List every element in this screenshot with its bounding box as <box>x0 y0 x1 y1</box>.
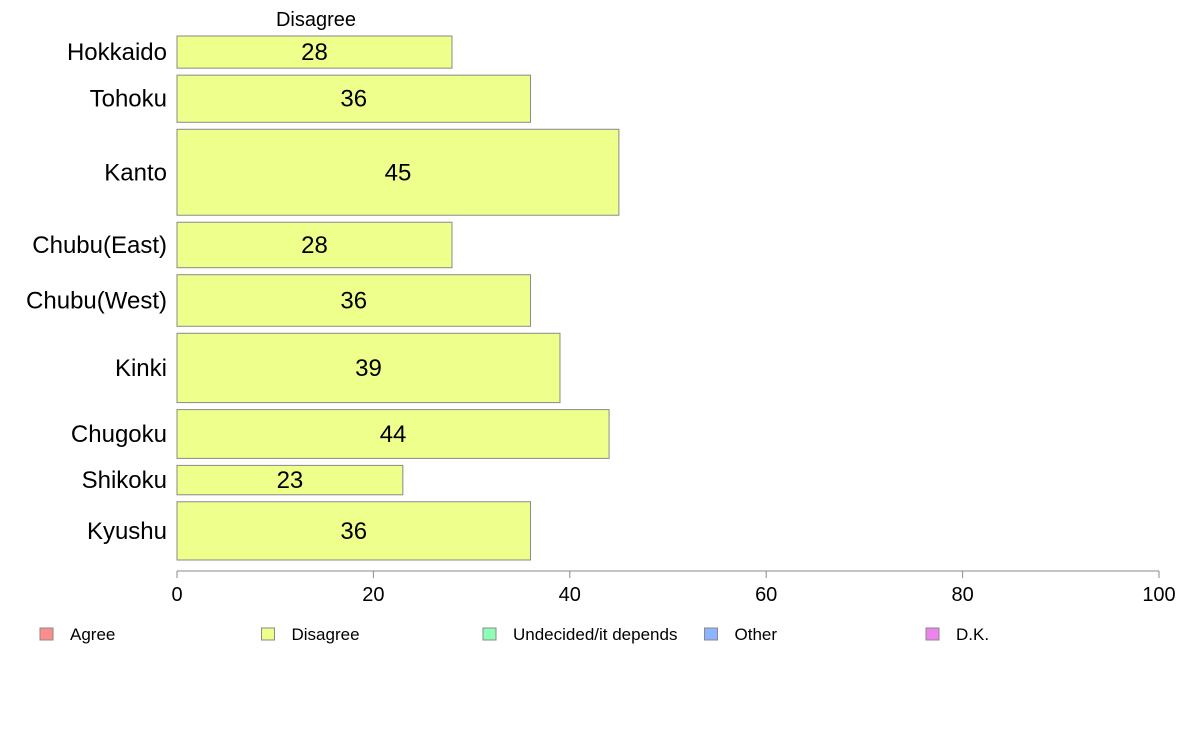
x-tick-label: 80 <box>951 584 973 606</box>
bar <box>176 274 532 327</box>
category-label: Chugoku <box>71 421 167 448</box>
bar-value-label: 36 <box>340 86 367 113</box>
x-tick-label: 20 <box>362 584 384 606</box>
bar <box>176 221 453 269</box>
chart-title: Disagree <box>276 9 356 31</box>
legend-swatch <box>925 627 940 641</box>
x-axis: 0 20 40 60 80 100 <box>171 570 1176 606</box>
legend-swatch <box>704 627 718 641</box>
bars-group: 28 Hokkaido 36 Tohoku 45 Kanto 28 Chubu(East) 36… <box>26 35 620 561</box>
category-label: Shikoku <box>82 467 167 494</box>
x-tick-label: 60 <box>755 584 777 606</box>
bar <box>176 35 453 69</box>
category-label: Tohoku <box>90 86 167 113</box>
bar-value-label: 36 <box>340 518 367 545</box>
legend-swatch <box>39 627 54 641</box>
bar-value-label: 36 <box>340 288 367 315</box>
legend: Agree Disagree Undecided/it depends Other D.… <box>39 625 989 644</box>
legend-label: Disagree <box>292 625 360 644</box>
category-label: Kinki <box>115 355 167 382</box>
bar-value-label: 28 <box>301 232 328 259</box>
bar-value-label: 44 <box>380 421 407 448</box>
legend-swatch <box>482 627 497 641</box>
category-label: Kyushu <box>87 518 167 545</box>
x-tick-label: 0 <box>171 584 182 606</box>
bar <box>176 464 404 496</box>
x-tick-label: 100 <box>1142 584 1175 606</box>
bar <box>176 128 620 216</box>
bar <box>176 74 532 123</box>
legend-label: Agree <box>70 625 115 644</box>
bar <box>176 409 610 459</box>
bar-value-label: 45 <box>385 159 412 186</box>
legend-label: Undecided/it depends <box>513 625 677 644</box>
legend-swatch <box>261 627 275 641</box>
bar-value-label: 39 <box>355 355 382 382</box>
category-label: Chubu(West) <box>26 288 167 315</box>
x-tick-label: 40 <box>559 584 581 606</box>
legend-label: D.K. <box>956 625 989 644</box>
bar-value-label: 23 <box>277 467 304 494</box>
category-label: Chubu(East) <box>32 232 167 259</box>
category-label: Kanto <box>104 159 167 186</box>
bar <box>176 501 532 561</box>
bar <box>176 332 561 404</box>
legend-label: Other <box>735 625 778 644</box>
bar-value-label: 28 <box>301 39 328 66</box>
category-label: Hokkaido <box>67 39 167 66</box>
